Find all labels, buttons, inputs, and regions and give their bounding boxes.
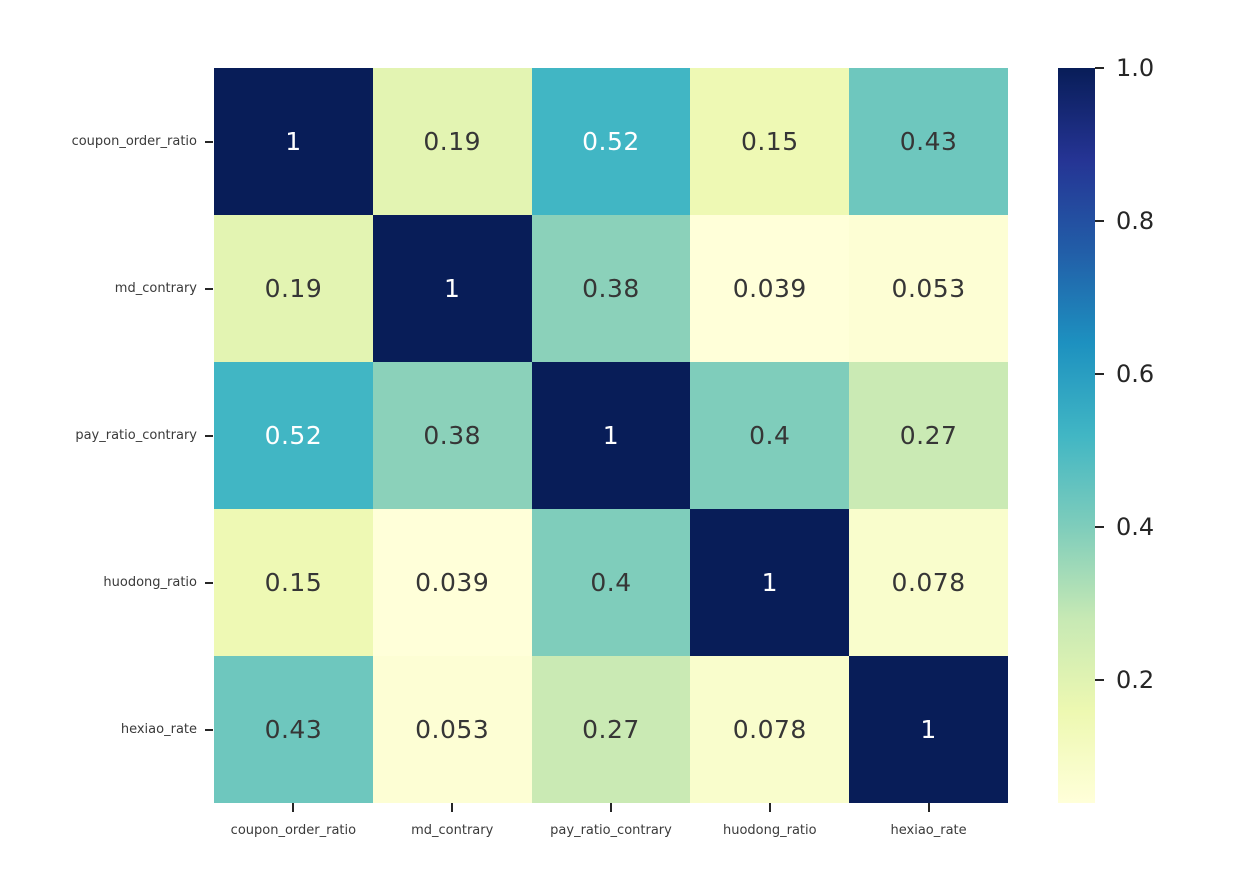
colorbar-tick-line (1095, 219, 1104, 222)
colorbar-tick-label-0.6: 0.6 (1116, 359, 1155, 388)
y-axis-tick (205, 287, 213, 290)
heatmap-cell-md_contrary-x-hexiao_rate: 0.053 (849, 215, 1008, 362)
heatmap-cell-md_contrary-x-md_contrary: 1 (372, 215, 532, 362)
heatmap-cell-md_contrary-x-huodong_ratio: 0.039 (690, 215, 850, 362)
x-axis-tick (292, 803, 295, 812)
y-axis-tick (205, 581, 213, 584)
heatmap-cell-md_contrary-x-coupon_order_ratio: 0.19 (214, 215, 373, 362)
heatmap-cell-huodong_ratio-x-coupon_order_ratio: 0.15 (214, 509, 373, 656)
y-axis-label-md_contrary: md_contrary (114, 281, 197, 296)
x-axis-tick (768, 803, 771, 812)
y-axis-label-hexiao_rate: hexiao_rate (120, 722, 197, 737)
heatmap-cell-pay_ratio_contrary-x-pay_ratio_contrary: 1 (531, 362, 691, 509)
heatmap-cell-coupon_order_ratio-x-coupon_order_ratio: 1 (214, 68, 373, 215)
x-axis-tick (451, 803, 454, 812)
x-axis-label-pay_ratio_contrary: pay_ratio_contrary (550, 823, 672, 838)
heatmap-cell-hexiao_rate-x-md_contrary: 0.053 (372, 656, 532, 803)
colorbar-tick-line (1095, 372, 1104, 375)
y-axis-label-pay_ratio_contrary: pay_ratio_contrary (75, 428, 197, 443)
x-axis-label-coupon_order_ratio: coupon_order_ratio (230, 823, 357, 838)
colorbar-tick-label-1.0: 1.0 (1116, 54, 1155, 82)
x-axis-tick (927, 803, 930, 812)
heatmap-cell-coupon_order_ratio-x-huodong_ratio: 0.15 (690, 68, 850, 215)
colorbar-tick-label-0.4: 0.4 (1116, 512, 1155, 541)
heatmap-cell-huodong_ratio-x-pay_ratio_contrary: 0.4 (531, 509, 691, 656)
colorbar-gradient (1058, 68, 1095, 803)
heatmap-cell-hexiao_rate-x-hexiao_rate: 1 (849, 656, 1008, 803)
heatmap-cell-md_contrary-x-pay_ratio_contrary: 0.38 (531, 215, 691, 362)
heatmap-cell-coupon_order_ratio-x-pay_ratio_contrary: 0.52 (531, 68, 691, 215)
x-axis-tick (610, 803, 612, 812)
x-axis-label-md_contrary: md_contrary (411, 823, 494, 838)
heatmap-grid: 1 0.19 0.52 0.15 0.43 0.19 1 0.38 0.039 0.053 0.52… (214, 68, 1008, 803)
x-axis-label-hexiao_rate: hexiao_rate (890, 823, 967, 838)
y-axis-tick (205, 728, 213, 731)
y-axis-tick (205, 140, 213, 143)
heatmap-cell-huodong_ratio-x-hexiao_rate: 0.078 (849, 509, 1008, 656)
heatmap-cell-pay_ratio_contrary-x-md_contrary: 0.38 (372, 362, 532, 509)
y-axis-label-coupon_order_ratio: coupon_order_ratio (71, 134, 197, 149)
colorbar-tick-line (1095, 678, 1104, 681)
heatmap-cell-huodong_ratio-x-md_contrary: 0.039 (372, 509, 532, 656)
heatmap-cell-pay_ratio_contrary-x-hexiao_rate: 0.27 (849, 362, 1008, 509)
colorbar-tick-line (1095, 67, 1104, 69)
heatmap-cell-hexiao_rate-x-coupon_order_ratio: 0.43 (214, 656, 373, 803)
heatmap-cell-coupon_order_ratio-x-hexiao_rate: 0.43 (849, 68, 1008, 215)
colorbar-tick-label-0.2: 0.2 (1116, 665, 1155, 694)
y-axis-tick (205, 434, 213, 437)
x-axis-label-huodong_ratio: huodong_ratio (722, 823, 817, 838)
heatmap-cell-hexiao_rate-x-huodong_ratio: 0.078 (690, 656, 850, 803)
colorbar-tick-line (1095, 525, 1104, 528)
heatmap-cell-hexiao_rate-x-pay_ratio_contrary: 0.27 (531, 656, 691, 803)
y-axis-label-huodong_ratio: huodong_ratio (103, 575, 197, 590)
heatmap-cell-pay_ratio_contrary-x-coupon_order_ratio: 0.52 (214, 362, 373, 509)
heatmap-cell-pay_ratio_contrary-x-huodong_ratio: 0.4 (690, 362, 850, 509)
heatmap-cell-huodong_ratio-x-huodong_ratio: 1 (690, 509, 850, 656)
heatmap-cell-coupon_order_ratio-x-md_contrary: 0.19 (372, 68, 532, 215)
colorbar-tick-label-0.8: 0.8 (1116, 206, 1155, 235)
